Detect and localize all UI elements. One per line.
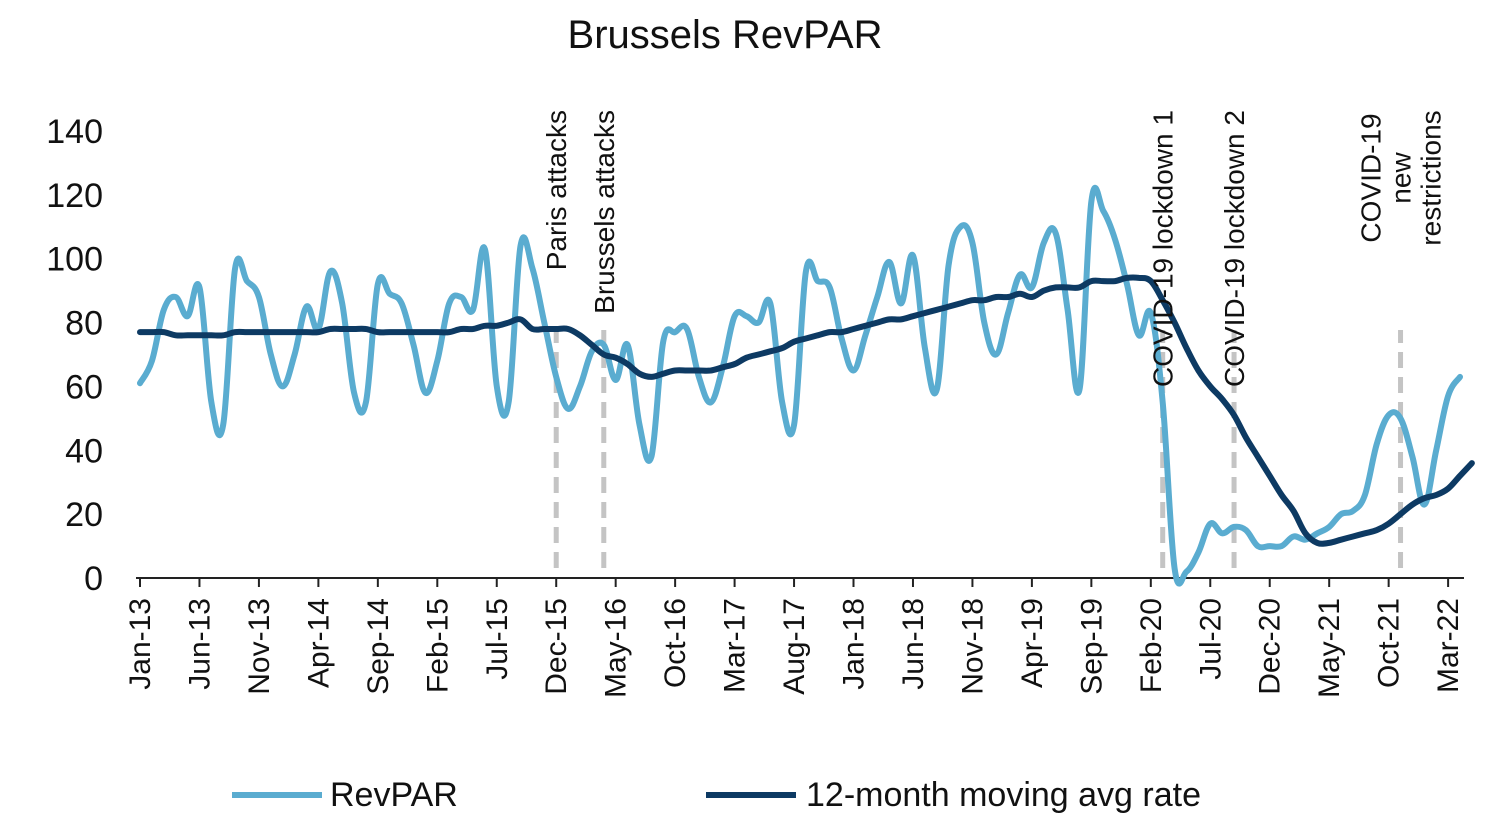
x-tick-label: May-21 [1313, 598, 1346, 698]
x-tick-label: Sep-19 [1075, 598, 1108, 695]
annotation-label: Paris attacks [541, 110, 572, 270]
x-tick-label: Apr-19 [1016, 598, 1049, 688]
x-tick-label: Jun-18 [897, 598, 930, 690]
legend-label-revpar: RevPAR [330, 776, 458, 814]
y-tick-label: 60 [65, 368, 103, 406]
y-tick-label: 40 [65, 432, 103, 470]
annotation-label: COVID-19 lockdown 1 [1148, 110, 1179, 387]
x-tick-label: Sep-14 [362, 598, 395, 695]
x-tick-label: Jun-13 [183, 598, 216, 690]
annotation-label: COVID-19 lockdown 2 [1219, 110, 1250, 387]
y-tick-label: 140 [46, 113, 103, 151]
x-tick-label: Oct-16 [659, 598, 692, 688]
series-lines [137, 184, 1475, 587]
y-tick-label: 100 [46, 241, 103, 279]
x-tick-label: Jul-20 [1194, 598, 1227, 680]
x-tick-label: Apr-14 [302, 598, 335, 688]
y-tick-label: 120 [46, 177, 103, 215]
x-tick-label: May-16 [600, 598, 633, 698]
y-axis: 0 20 40 60 80 100 120 140 [46, 113, 103, 598]
x-tick-label: Aug-17 [778, 598, 811, 695]
annotation-label: Brussels attacks [589, 110, 620, 314]
x-tick-label: Jan-13 [124, 598, 157, 690]
annotation-label: COVID-19 [1356, 113, 1387, 242]
annotation-labels: Paris attacks Brussels attacks COVID-19 lo… [541, 110, 1446, 387]
x-tick-label: Feb-20 [1135, 598, 1168, 693]
x-tick-label: Nov-18 [956, 598, 989, 695]
x-tick-label: Dec-15 [540, 598, 573, 695]
x-tick-label: Feb-15 [421, 598, 454, 693]
x-tick-label: Dec-20 [1254, 598, 1287, 695]
series-line-moving-avg [137, 274, 1475, 547]
legend-label-moving-avg: 12-month moving avg rate [806, 776, 1201, 814]
chart-title: Brussels RevPAR [568, 13, 883, 57]
x-tick-label: Oct-21 [1373, 598, 1406, 688]
annotation-label: restrictions [1416, 110, 1447, 245]
x-tick-label: Jan-18 [838, 598, 871, 690]
series-line-revpar [137, 184, 1463, 587]
x-tick-label: Nov-13 [243, 598, 276, 695]
y-tick-label: 20 [65, 496, 103, 534]
x-tick-label: Mar-22 [1432, 598, 1465, 693]
y-tick-label: 80 [65, 305, 103, 343]
annotation-lines [553, 330, 1404, 568]
x-tick-label: Mar-17 [719, 598, 752, 693]
annotation-label: new [1386, 152, 1417, 204]
legend: RevPAR 12-month moving avg rate [232, 776, 1201, 814]
y-tick-label: 0 [84, 560, 103, 598]
x-axis: Jan-13 Jun-13 Nov-13 Apr-14 Sep-14 Feb-15 Jul-… [124, 577, 1465, 698]
x-tick-label: Jul-15 [481, 598, 514, 680]
